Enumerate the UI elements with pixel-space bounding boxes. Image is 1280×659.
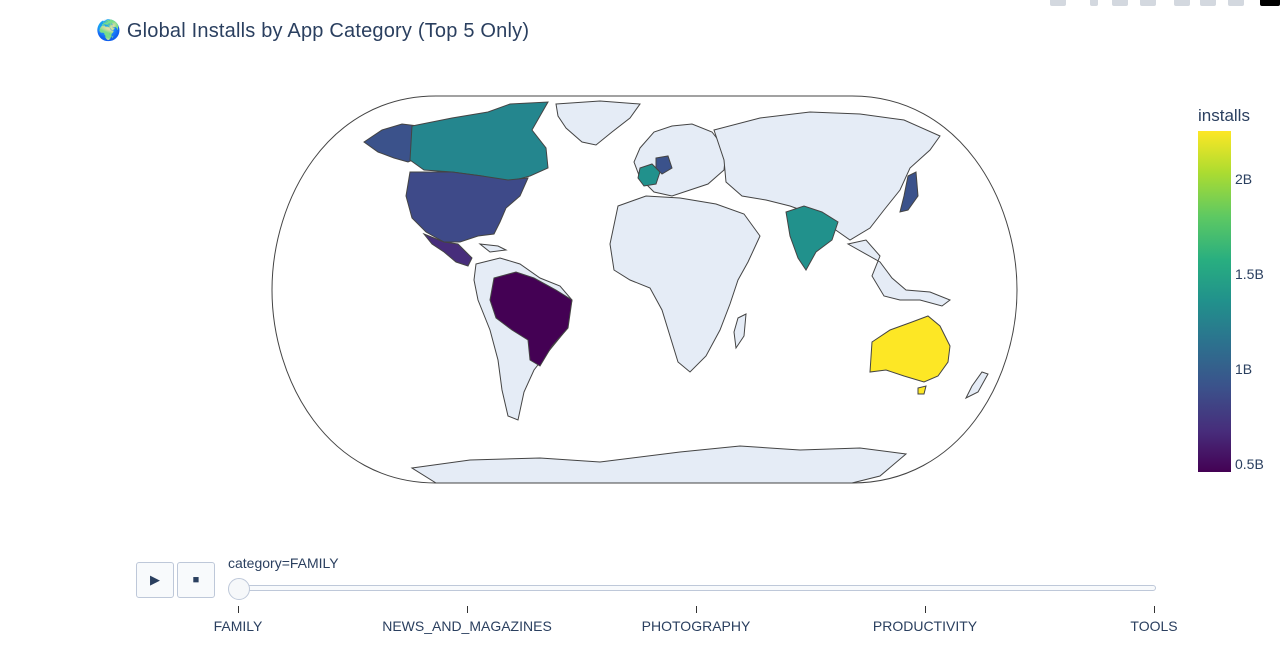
colorbar-title: installs <box>1198 106 1250 125</box>
zoom-in-icon[interactable] <box>1174 0 1190 6</box>
colorbar-tick: 0.5B <box>1235 456 1264 472</box>
colorbar-tick: 1B <box>1235 361 1253 377</box>
slider-tick <box>467 606 468 613</box>
play-icon: ▶ <box>150 572 160 587</box>
slider-step-photography[interactable]: PHOTOGRAPHY <box>641 618 751 634</box>
plotly-logo-icon[interactable] <box>1260 0 1280 6</box>
colorbar-tick: 1.5B <box>1235 266 1264 282</box>
land-new-zealand <box>964 371 989 400</box>
region-india[interactable] <box>785 205 839 271</box>
region-brazil[interactable] <box>489 271 573 367</box>
region-germany[interactable] <box>655 155 673 175</box>
land-madagascar <box>733 313 747 350</box>
slider-step-productivity[interactable]: PRODUCTIVITY <box>872 618 978 634</box>
chart-title: 🌍 Global Installs by App Category (Top 5… <box>96 20 530 42</box>
land-greenland <box>555 100 641 146</box>
modebar[interactable] <box>1040 0 1280 8</box>
lasso-icon[interactable] <box>1140 0 1156 6</box>
region-tasmania[interactable] <box>917 385 927 395</box>
slider-step-tools[interactable]: TOOLS <box>1130 618 1178 634</box>
slider-tick <box>1154 606 1155 613</box>
region-canada[interactable] <box>409 101 549 183</box>
land-africa <box>609 195 761 373</box>
stop-icon: ■ <box>192 574 200 586</box>
stop-button[interactable]: ■ <box>177 562 215 598</box>
slider-rail[interactable] <box>234 585 1156 591</box>
region-mexico[interactable] <box>422 232 473 267</box>
colorbar <box>1198 131 1231 472</box>
zoom-out-icon[interactable] <box>1200 0 1216 6</box>
slider-step-family[interactable]: FAMILY <box>213 618 263 634</box>
autoscale-icon[interactable] <box>1228 0 1244 6</box>
region-australia[interactable] <box>869 315 951 383</box>
slider-handle[interactable] <box>228 578 250 600</box>
select-icon[interactable] <box>1112 0 1128 6</box>
land-antarctica <box>410 445 908 484</box>
land-caribbean <box>478 243 508 253</box>
slider-tick <box>696 606 697 613</box>
slider-current-label: category=FAMILY <box>228 555 339 571</box>
region-usa[interactable] <box>405 171 529 243</box>
land-asia <box>713 111 941 241</box>
land-southeast-asia <box>846 239 952 307</box>
slider-tick <box>238 606 239 613</box>
region-france[interactable] <box>637 163 661 187</box>
camera-icon[interactable] <box>1050 0 1066 6</box>
zoom-icon[interactable] <box>1090 0 1098 6</box>
play-button[interactable]: ▶ <box>136 562 174 598</box>
colorbar-tick: 2B <box>1235 171 1253 187</box>
slider-step-news-and-magazines[interactable]: NEWS_AND_MAGAZINES <box>382 618 552 634</box>
slider-tick <box>925 606 926 613</box>
region-japan[interactable] <box>899 171 919 213</box>
